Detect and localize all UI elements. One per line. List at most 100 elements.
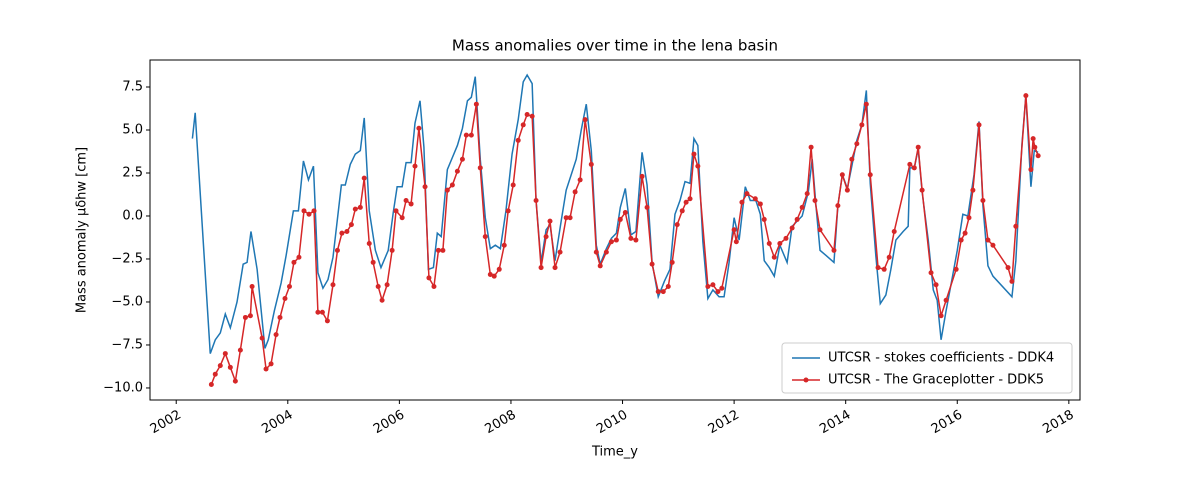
data-point [687,196,693,202]
data-point [603,249,609,255]
data-point [222,351,228,357]
data-point [431,283,437,289]
data-point [597,263,603,269]
data-point [268,361,274,367]
data-point [891,228,897,234]
data-point [1005,265,1011,271]
data-point [1009,278,1015,284]
data-point [1023,93,1029,99]
data-point [831,247,837,253]
y-tick-label: 0.0 [122,208,143,223]
data-point [440,247,446,253]
data-point [962,230,968,236]
data-point [683,199,689,205]
data-point [757,201,763,207]
data-point [291,259,297,265]
data-point [799,204,805,210]
data-point [370,259,376,265]
y-axis-label: Mass anomaly μδhw [cm] [75,147,90,313]
data-point [334,247,340,253]
data-point [705,283,711,289]
data-point [617,216,623,222]
data-point [505,208,511,214]
data-point [752,196,758,202]
data-point [628,235,634,241]
data-point [567,215,573,221]
data-point [477,165,483,171]
data-point [468,132,474,138]
data-point [854,141,860,147]
data-point [348,222,354,228]
data-point [449,182,455,188]
data-point [808,144,814,150]
y-tick-label: 2.5 [122,165,143,180]
data-point [915,144,921,150]
data-point [715,289,721,295]
data-point [277,314,283,320]
data-point [311,208,317,214]
chart-title: Mass anomalies over time in the lena bas… [452,37,778,55]
data-point [547,218,553,224]
data-point [515,137,521,143]
data-point [426,275,432,281]
data-point [282,296,288,302]
data-point [247,313,253,319]
data-point [533,198,539,204]
data-point [933,282,939,288]
data-point [622,210,628,216]
data-point [399,215,405,221]
data-point [649,261,655,267]
data-point [217,363,223,369]
data-point [1028,167,1034,173]
data-point [633,237,639,243]
data-point [543,234,549,240]
data-point [1013,223,1019,229]
data-point [976,122,982,128]
legend-marker [803,377,809,383]
data-point [881,266,887,272]
data-point [674,222,680,228]
axes-frame [149,59,1081,401]
data-point [344,228,350,234]
y-tick-label: −10.0 [103,380,143,395]
data-point [1030,136,1036,142]
data-point [1035,153,1041,159]
data-point [875,265,881,271]
data-point [473,101,479,107]
data-point [510,182,516,188]
data-point [227,364,233,370]
series-line [191,73,1039,354]
data-point [783,235,789,241]
data-point [839,172,845,178]
data-point [263,366,269,372]
data-point [744,191,750,197]
data-point [886,254,892,260]
data-point [1032,144,1038,150]
data-point [655,289,661,295]
data-point [777,241,783,247]
data-point [375,283,381,289]
data-point [719,285,725,291]
data-point [804,191,810,197]
data-point [953,266,959,272]
data-point [459,156,465,162]
data-point [588,161,594,167]
data-point [273,332,279,338]
data-point [867,172,873,178]
data-point [552,265,558,271]
data-point [849,156,855,162]
data-point [739,199,745,205]
data-point [660,289,666,295]
data-point [339,230,345,236]
data-point [422,184,428,190]
data-point [324,318,330,324]
data-point [379,297,385,303]
data-point [412,163,418,169]
data-point [644,204,650,210]
data-point [928,270,934,276]
legend-label: UTCSR - The Graceplotter - DDK5 [828,373,1044,388]
data-point [691,151,697,157]
data-point [444,187,450,193]
